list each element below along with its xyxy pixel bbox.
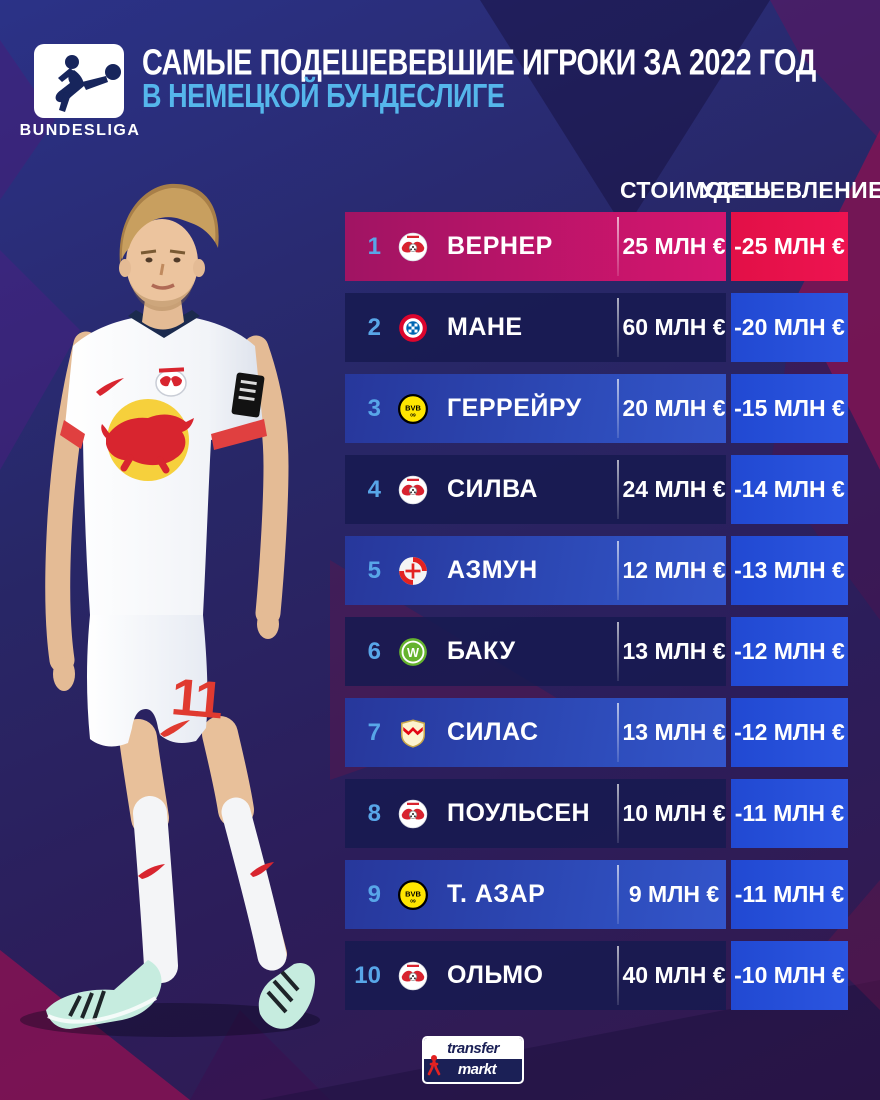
drop-value: -12 МЛН € — [734, 719, 845, 745]
drop-value: -11 МЛН € — [734, 881, 845, 907]
drop-value: -14 МЛН € — [734, 476, 845, 502]
row-drop-cell: -25 МЛН € — [731, 212, 848, 281]
rank: 4 — [367, 475, 381, 503]
row-main: 9 BVB 09 Т. АЗАР 9 МЛН € — [345, 860, 726, 929]
drop-value: -10 МЛН € — [734, 962, 845, 988]
row-main: 7 СИЛАС 13 МЛН € — [345, 698, 726, 767]
player-name: ВЕРНЕР — [447, 232, 553, 260]
transfermarkt-bottom-label: markt — [457, 1061, 497, 1078]
cost-value: 9 МЛН € — [628, 881, 720, 907]
rank: 10 — [354, 961, 381, 989]
row-main: 2 МАНЕ 60 МЛН € — [345, 293, 726, 362]
table-row: 7 СИЛАС 13 МЛН € -12 МЛН € — [345, 698, 848, 767]
row-drop-cell: -11 МЛН € — [731, 860, 848, 929]
svg-text:09: 09 — [410, 412, 416, 418]
player-name: Т. АЗАР — [447, 880, 546, 908]
rank: 3 — [367, 394, 381, 422]
svg-text:BVB: BVB — [405, 403, 421, 412]
rank: 7 — [367, 718, 381, 746]
row-drop-cell: -12 МЛН € — [731, 698, 848, 767]
cost-value: 25 МЛН € — [622, 233, 726, 259]
player-name: БАКУ — [447, 637, 516, 665]
svg-text:11: 11 — [169, 668, 225, 730]
club-logo-rb-leipzig-icon — [391, 961, 435, 991]
drop-value: -13 МЛН € — [734, 557, 845, 583]
club-logo-leverkusen-icon — [391, 556, 435, 586]
player-name: АЗМУН — [447, 556, 538, 584]
row-main: 1 ВЕРНЕР 25 МЛН € — [345, 212, 726, 281]
player-name: СИЛВА — [447, 475, 538, 503]
drop-value: -11 МЛН € — [734, 800, 845, 826]
table-row: 3 BVB 09 ГЕРРЕЙРУ 20 МЛН € -15 МЛН € — [345, 374, 848, 443]
club-logo-rb-leipzig-icon — [391, 475, 435, 505]
cost-value: 12 МЛН € — [622, 557, 726, 583]
cost-value: 10 МЛН € — [622, 800, 726, 826]
player-photo-werner: 11 — [20, 183, 320, 1037]
drop-value: -25 МЛН € — [734, 233, 845, 259]
bundesliga-label: BUNDESLIGA — [19, 122, 141, 139]
cost-value: 40 МЛН € — [622, 962, 726, 988]
player-name: СИЛАС — [447, 718, 539, 746]
cost-value: 13 МЛН € — [622, 719, 726, 745]
table-row: 9 BVB 09 Т. АЗАР 9 МЛН € -11 МЛН € — [345, 860, 848, 929]
rank: 2 — [367, 313, 381, 341]
row-drop-cell: -11 МЛН € — [731, 779, 848, 848]
table-row: 1 ВЕРНЕР 25 МЛН € -25 МЛН € — [345, 212, 848, 281]
page-title: САМЫЕ ПОДЕШЕВЕВШИЕ ИГРОКИ ЗА 2022 ГОД — [142, 42, 816, 83]
club-logo-stuttgart-icon — [391, 718, 435, 748]
row-main: 3 BVB 09 ГЕРРЕЙРУ 20 МЛН € — [345, 374, 726, 443]
row-drop-cell: -14 МЛН € — [731, 455, 848, 524]
club-logo-dortmund-icon: BVB 09 — [391, 393, 435, 424]
club-logo-dortmund-icon: BVB 09 — [391, 879, 435, 910]
ranking-table: 1 ВЕРНЕР 25 МЛН € -25 МЛН € 2 МАНЕ 60 МЛ… — [345, 212, 848, 1022]
row-drop-cell: -20 МЛН € — [731, 293, 848, 362]
club-logo-bayern-icon — [391, 313, 435, 343]
row-main: 6 W БАКУ 13 МЛН € — [345, 617, 726, 686]
bundesliga-kicker-icon — [55, 55, 121, 112]
table-row: 5 АЗМУН 12 МЛН € -13 МЛН € — [345, 536, 848, 605]
row-drop-cell: -12 МЛН € — [731, 617, 848, 686]
cost-value: 60 МЛН € — [622, 314, 726, 340]
player-name: ГЕРРЕЙРУ — [447, 394, 582, 422]
drop-value: -15 МЛН € — [734, 395, 845, 421]
row-main: 8 ПОУЛЬСЕН 10 МЛН € — [345, 779, 726, 848]
drop-value: -20 МЛН € — [734, 314, 845, 340]
row-main: 5 АЗМУН 12 МЛН € — [345, 536, 726, 605]
row-drop-cell: -13 МЛН € — [731, 536, 848, 605]
svg-text:BVB: BVB — [405, 889, 421, 898]
rank: 1 — [367, 232, 381, 260]
table-row: 6 W БАКУ 13 МЛН € -12 МЛН € — [345, 617, 848, 686]
transfermarkt-player-icon — [427, 1055, 441, 1076]
table-row: 4 СИЛВА 24 МЛН € -14 МЛН € — [345, 455, 848, 524]
rank: 9 — [367, 880, 381, 908]
rank: 5 — [367, 556, 381, 584]
player-name: МАНЕ — [447, 313, 523, 341]
row-drop-cell: -10 МЛН € — [731, 941, 848, 1010]
rank: 6 — [367, 637, 381, 665]
page-subtitle: В НЕМЕЦКОЙ БУНДЕСЛИГЕ — [142, 78, 505, 115]
bundesliga-logo-card — [34, 44, 124, 118]
club-logo-rb-leipzig-icon — [391, 232, 435, 262]
table-row: 10 ОЛЬМО 40 МЛН € -10 МЛН € — [345, 941, 848, 1010]
rank: 8 — [367, 799, 381, 827]
svg-text:W: W — [407, 644, 420, 659]
svg-text:09: 09 — [410, 898, 416, 904]
row-main: 4 СИЛВА 24 МЛН € — [345, 455, 726, 524]
player-name: ПОУЛЬСЕН — [447, 799, 591, 827]
transfermarkt-top-label: transfer — [424, 1038, 522, 1059]
cost-value: 24 МЛН € — [622, 476, 726, 502]
cost-value: 13 МЛН € — [622, 638, 726, 664]
table-row: 2 МАНЕ 60 МЛН € -20 МЛН € — [345, 293, 848, 362]
club-logo-rb-leipzig-icon — [391, 799, 435, 829]
column-header-drop: УДЕШЕВЛЕНИЕ — [700, 177, 880, 203]
transfermarkt-logo: transfer markt — [422, 1036, 524, 1084]
row-main: 10 ОЛЬМО 40 МЛН € — [345, 941, 726, 1010]
club-logo-wolfsburg-icon: W — [391, 637, 435, 667]
cost-value: 20 МЛН € — [622, 395, 726, 421]
table-row: 8 ПОУЛЬСЕН 10 МЛН € -11 МЛН € — [345, 779, 848, 848]
row-drop-cell: -15 МЛН € — [731, 374, 848, 443]
drop-value: -12 МЛН € — [734, 638, 845, 664]
player-name: ОЛЬМО — [447, 961, 544, 989]
